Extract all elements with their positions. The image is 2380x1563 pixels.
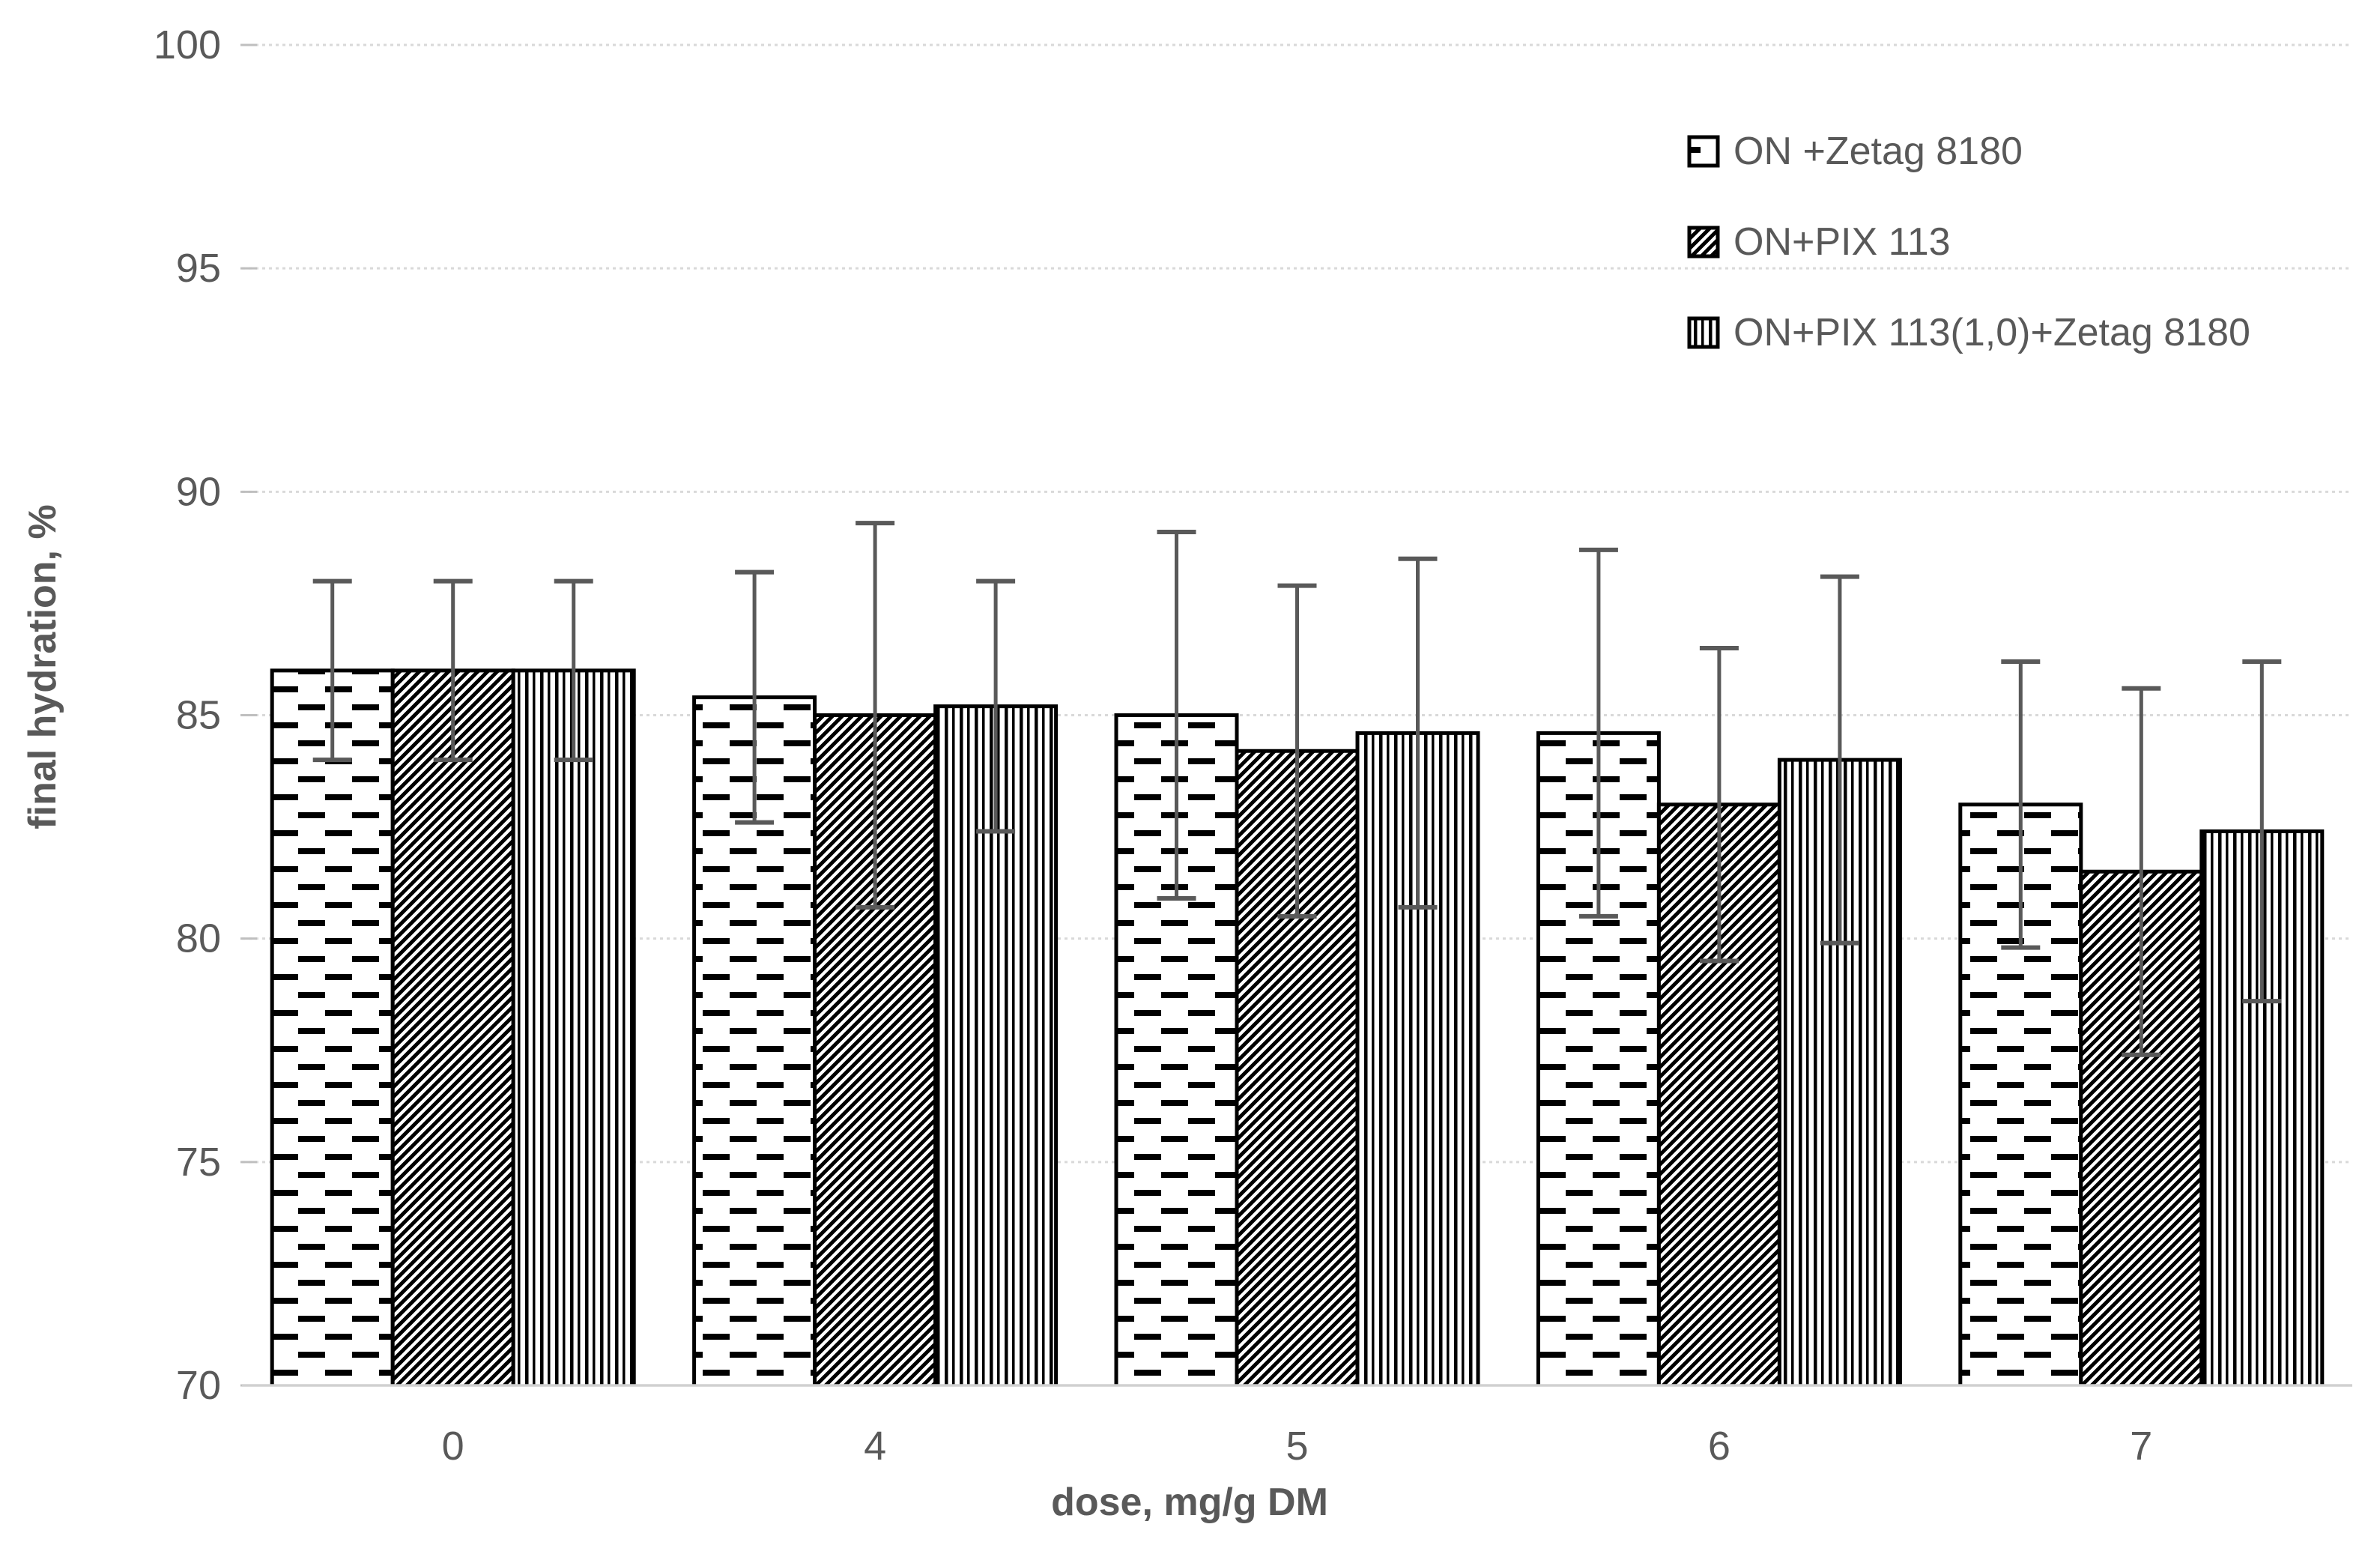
error-bar-series-3-dose-4: [976, 578, 1016, 834]
error-bar-series-1-dose-0: [312, 578, 352, 763]
y-tick-label: 80: [176, 916, 221, 961]
error-bar-series-3-dose-6: [1820, 574, 1859, 946]
error-bar-series-1-dose-6: [1578, 547, 1618, 919]
error-bar-series-3-dose-7: [2242, 659, 2282, 1004]
x-tick-label: 4: [864, 1424, 886, 1469]
error-bar-series-3-dose-0: [554, 578, 593, 763]
x-axis-title: dose, mg/g DM: [1051, 1481, 1328, 1524]
legend-swatch-horizontal-dashes-icon: [1687, 135, 1720, 168]
error-bar-series-1-dose-7: [2001, 659, 2041, 950]
bars-layer: [270, 668, 2325, 1385]
legend-label: ON+PIX 113: [1733, 220, 1951, 264]
error-bar-series-1-dose-5: [1157, 530, 1196, 901]
error-bar-series-2-dose-6: [1699, 646, 1739, 964]
error-bar-series-2-dose-0: [433, 578, 473, 763]
bar-series-1-dose-0: [270, 668, 395, 1385]
legend-swatch-diagonal-stripes-icon: [1687, 226, 1720, 259]
error-bar-series-2-dose-7: [2122, 686, 2161, 1057]
error-bars-layer: [312, 521, 2282, 1057]
x-tick-label: 7: [2130, 1424, 2152, 1469]
error-bar-series-2-dose-5: [1277, 583, 1317, 919]
axis-labels-layer: 70 75 80 85 90 95 100 0 4 5 6 7: [154, 22, 2152, 1469]
y-tick-label: 70: [176, 1363, 221, 1408]
y-axis-title: final hydration, %: [21, 504, 64, 829]
legend: ON +Zetag 8180 ON+PIX 113 ON+PIX 113(1,0…: [1687, 130, 2250, 354]
legend-label: ON+PIX 113(1,0)+Zetag 8180: [1733, 311, 2250, 354]
y-tick-label: 90: [176, 469, 221, 514]
y-tick-label: 75: [176, 1140, 221, 1185]
error-bar-series-1-dose-4: [735, 569, 775, 825]
legend-item: ON +Zetag 8180: [1687, 130, 2023, 173]
y-tick-label: 100: [154, 22, 221, 67]
x-tick-label: 6: [1708, 1424, 1731, 1469]
x-tick-label: 0: [442, 1424, 464, 1469]
legend-item: ON+PIX 113(1,0)+Zetag 8180: [1687, 311, 2250, 354]
bar-series-3-dose-0: [511, 668, 636, 1385]
error-bar-series-2-dose-4: [856, 521, 895, 910]
legend-item: ON+PIX 113: [1687, 220, 1951, 264]
y-tick-label: 85: [176, 693, 221, 738]
bar-series-2-dose-0: [390, 668, 515, 1385]
x-tick-label: 5: [1286, 1424, 1308, 1469]
legend-label: ON +Zetag 8180: [1733, 130, 2023, 173]
y-tick-label: 95: [176, 246, 221, 291]
error-bar-series-3-dose-5: [1398, 556, 1438, 910]
legend-swatch-vertical-stripes-icon: [1687, 316, 1720, 349]
